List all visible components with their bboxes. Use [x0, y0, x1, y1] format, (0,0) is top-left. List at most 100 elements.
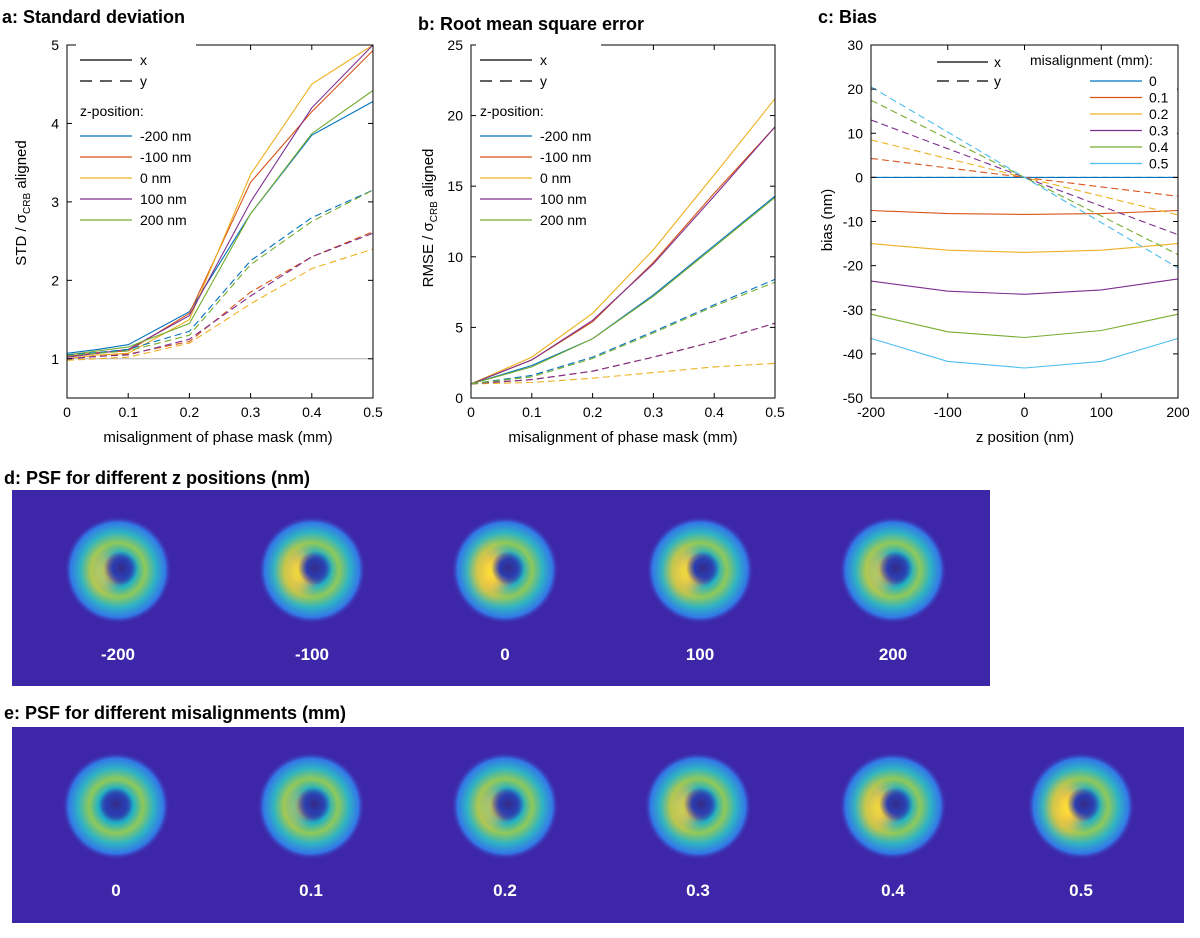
- legend-background: [476, 42, 601, 214]
- legend-series-label: 200 nm: [540, 212, 587, 228]
- legend-series-label: -100 nm: [540, 149, 591, 165]
- panel-d-title: d: PSF for different z positions (nm): [4, 468, 310, 488]
- psf-label: 0: [111, 881, 120, 900]
- x-tick-label: -100: [934, 404, 962, 420]
- panel-a-xlabel: misalignment of phase mask (mm): [103, 429, 332, 446]
- legend-series-label: 0: [1149, 73, 1157, 89]
- x-tick-label: 0.4: [302, 404, 322, 420]
- y-tick-label: 3: [51, 194, 59, 210]
- x-tick-label: 0.3: [241, 404, 261, 420]
- panel-e-title: e: PSF for different misalignments (mm): [4, 703, 346, 723]
- psf-label: 0.2: [493, 881, 517, 900]
- legend-series-label: 0.3: [1149, 123, 1169, 139]
- psf-label: 100: [686, 645, 714, 664]
- psf-label: 0.1: [299, 881, 323, 900]
- panel-a-series-line: [66, 231, 374, 360]
- legend-style-label: y: [540, 73, 547, 89]
- psf-core: [297, 787, 331, 821]
- y-tick-label: 10: [447, 249, 463, 265]
- legend-series-label: 0.4: [1149, 139, 1169, 155]
- panel-a-ylabel-tail: aligned: [13, 140, 30, 193]
- legend-series-label: 100 nm: [540, 191, 587, 207]
- panel-b-title: b: Root mean square error: [418, 14, 644, 34]
- legend-series-label: 200 nm: [140, 212, 187, 228]
- panel-b-series-line: [470, 322, 776, 385]
- y-tick-label: 5: [51, 37, 59, 53]
- psf-spot: 0: [451, 516, 559, 664]
- panel-b-chart: b: Root mean square error misalignment o…: [418, 14, 785, 446]
- psf-label: 0: [500, 645, 509, 664]
- psf-spot: 0.5: [1027, 752, 1135, 900]
- panel-a-series-line: [66, 44, 374, 358]
- panel-a-series-line: [66, 189, 374, 357]
- x-tick-label: 0.5: [765, 404, 785, 420]
- legend-series-label: 0 nm: [140, 170, 171, 186]
- panel-b-series-line: [470, 281, 776, 385]
- x-tick-label: 100: [1090, 404, 1114, 420]
- legend-series-label: -100 nm: [140, 149, 191, 165]
- panel-b-series-line: [470, 98, 776, 385]
- y-tick-label: 5: [455, 319, 463, 335]
- panel-b-series-line: [470, 278, 776, 385]
- panel-c-ylabel-main: bias (nm): [819, 189, 836, 252]
- y-tick-label: 0: [455, 390, 463, 406]
- panel-e-background: [12, 727, 1184, 923]
- legend-series-label: 0.5: [1149, 156, 1169, 172]
- legend-series-label: 0.2: [1149, 106, 1169, 122]
- y-tick-label: -40: [843, 346, 863, 362]
- legend-style-label: y: [140, 73, 147, 89]
- panel-c-xlabel: z position (nm): [976, 429, 1074, 446]
- panel-a-chart: a: Standard deviation misalignment of ph…: [2, 7, 383, 446]
- psf-spot: 100: [646, 516, 754, 664]
- x-tick-label: 200: [1166, 404, 1190, 420]
- panel-b-ylabel-sub: CRB: [429, 201, 440, 222]
- legend-series-label: 100 nm: [140, 191, 187, 207]
- x-tick-label: 0.2: [583, 404, 603, 420]
- psf-spot: 0.2: [451, 752, 559, 900]
- svg-text:STD / σCRB aligned: STD / σCRB aligned: [13, 140, 33, 265]
- x-tick-label: 0.5: [363, 404, 383, 420]
- panel-b-series-line: [470, 197, 776, 385]
- panel-c-title: c: Bias: [818, 7, 877, 27]
- psf-core: [99, 787, 133, 821]
- psf-label: 0.3: [686, 881, 710, 900]
- panel-b-series-line: [470, 322, 776, 385]
- psf-core: [104, 551, 138, 585]
- panel-a-title: a: Standard deviation: [2, 7, 185, 27]
- panel-b-ylabel-main: RMSE / σ: [420, 222, 437, 288]
- panel-b-series-line: [470, 195, 776, 385]
- panel-a-series-line: [66, 101, 374, 354]
- panel-c-chart: c: Bias z position (nm) bias (nm) -200 -1…: [818, 7, 1190, 446]
- panel-b-ylabel-tail: aligned: [420, 149, 437, 202]
- panel-c-ylabel: bias (nm): [819, 189, 836, 252]
- panel-a-ylabel-sub: CRB: [22, 193, 33, 214]
- x-tick-label: 0.1: [522, 404, 542, 420]
- panel-a-series-line: [66, 50, 374, 357]
- legend-style-label: x: [140, 52, 147, 68]
- legend-background: [76, 42, 196, 214]
- panel-d-psf-row: d: PSF for different z positions (nm) -2…: [4, 468, 990, 686]
- panel-e-psf-row: e: PSF for different misalignments (mm) …: [4, 703, 1184, 923]
- psf-label: 0.5: [1069, 881, 1093, 900]
- psf-core: [879, 551, 913, 585]
- psf-spot: 0.3: [644, 752, 752, 900]
- legend-series-label: 0.1: [1149, 90, 1169, 106]
- psf-spot: 0.1: [257, 752, 365, 900]
- y-tick-label: 0: [855, 169, 863, 185]
- y-tick-label: 10: [847, 125, 863, 141]
- panel-a-series-line: [66, 44, 374, 360]
- panel-b-axes-box: [470, 44, 776, 399]
- panel-a-series-line: [66, 90, 374, 356]
- legend-title: z-position:: [480, 103, 544, 119]
- y-tick-label: -30: [843, 302, 863, 318]
- legend-series-label: -200 nm: [540, 128, 591, 144]
- panel-a-axes-box: [66, 44, 374, 399]
- legend-style-label: y: [994, 73, 1001, 89]
- y-tick-label: 20: [447, 108, 463, 124]
- psf-core: [298, 551, 332, 585]
- panel-a-series-line: [66, 189, 374, 356]
- x-tick-label: 0.3: [644, 404, 664, 420]
- panel-a-series-line: [66, 232, 374, 360]
- y-tick-label: -10: [843, 214, 863, 230]
